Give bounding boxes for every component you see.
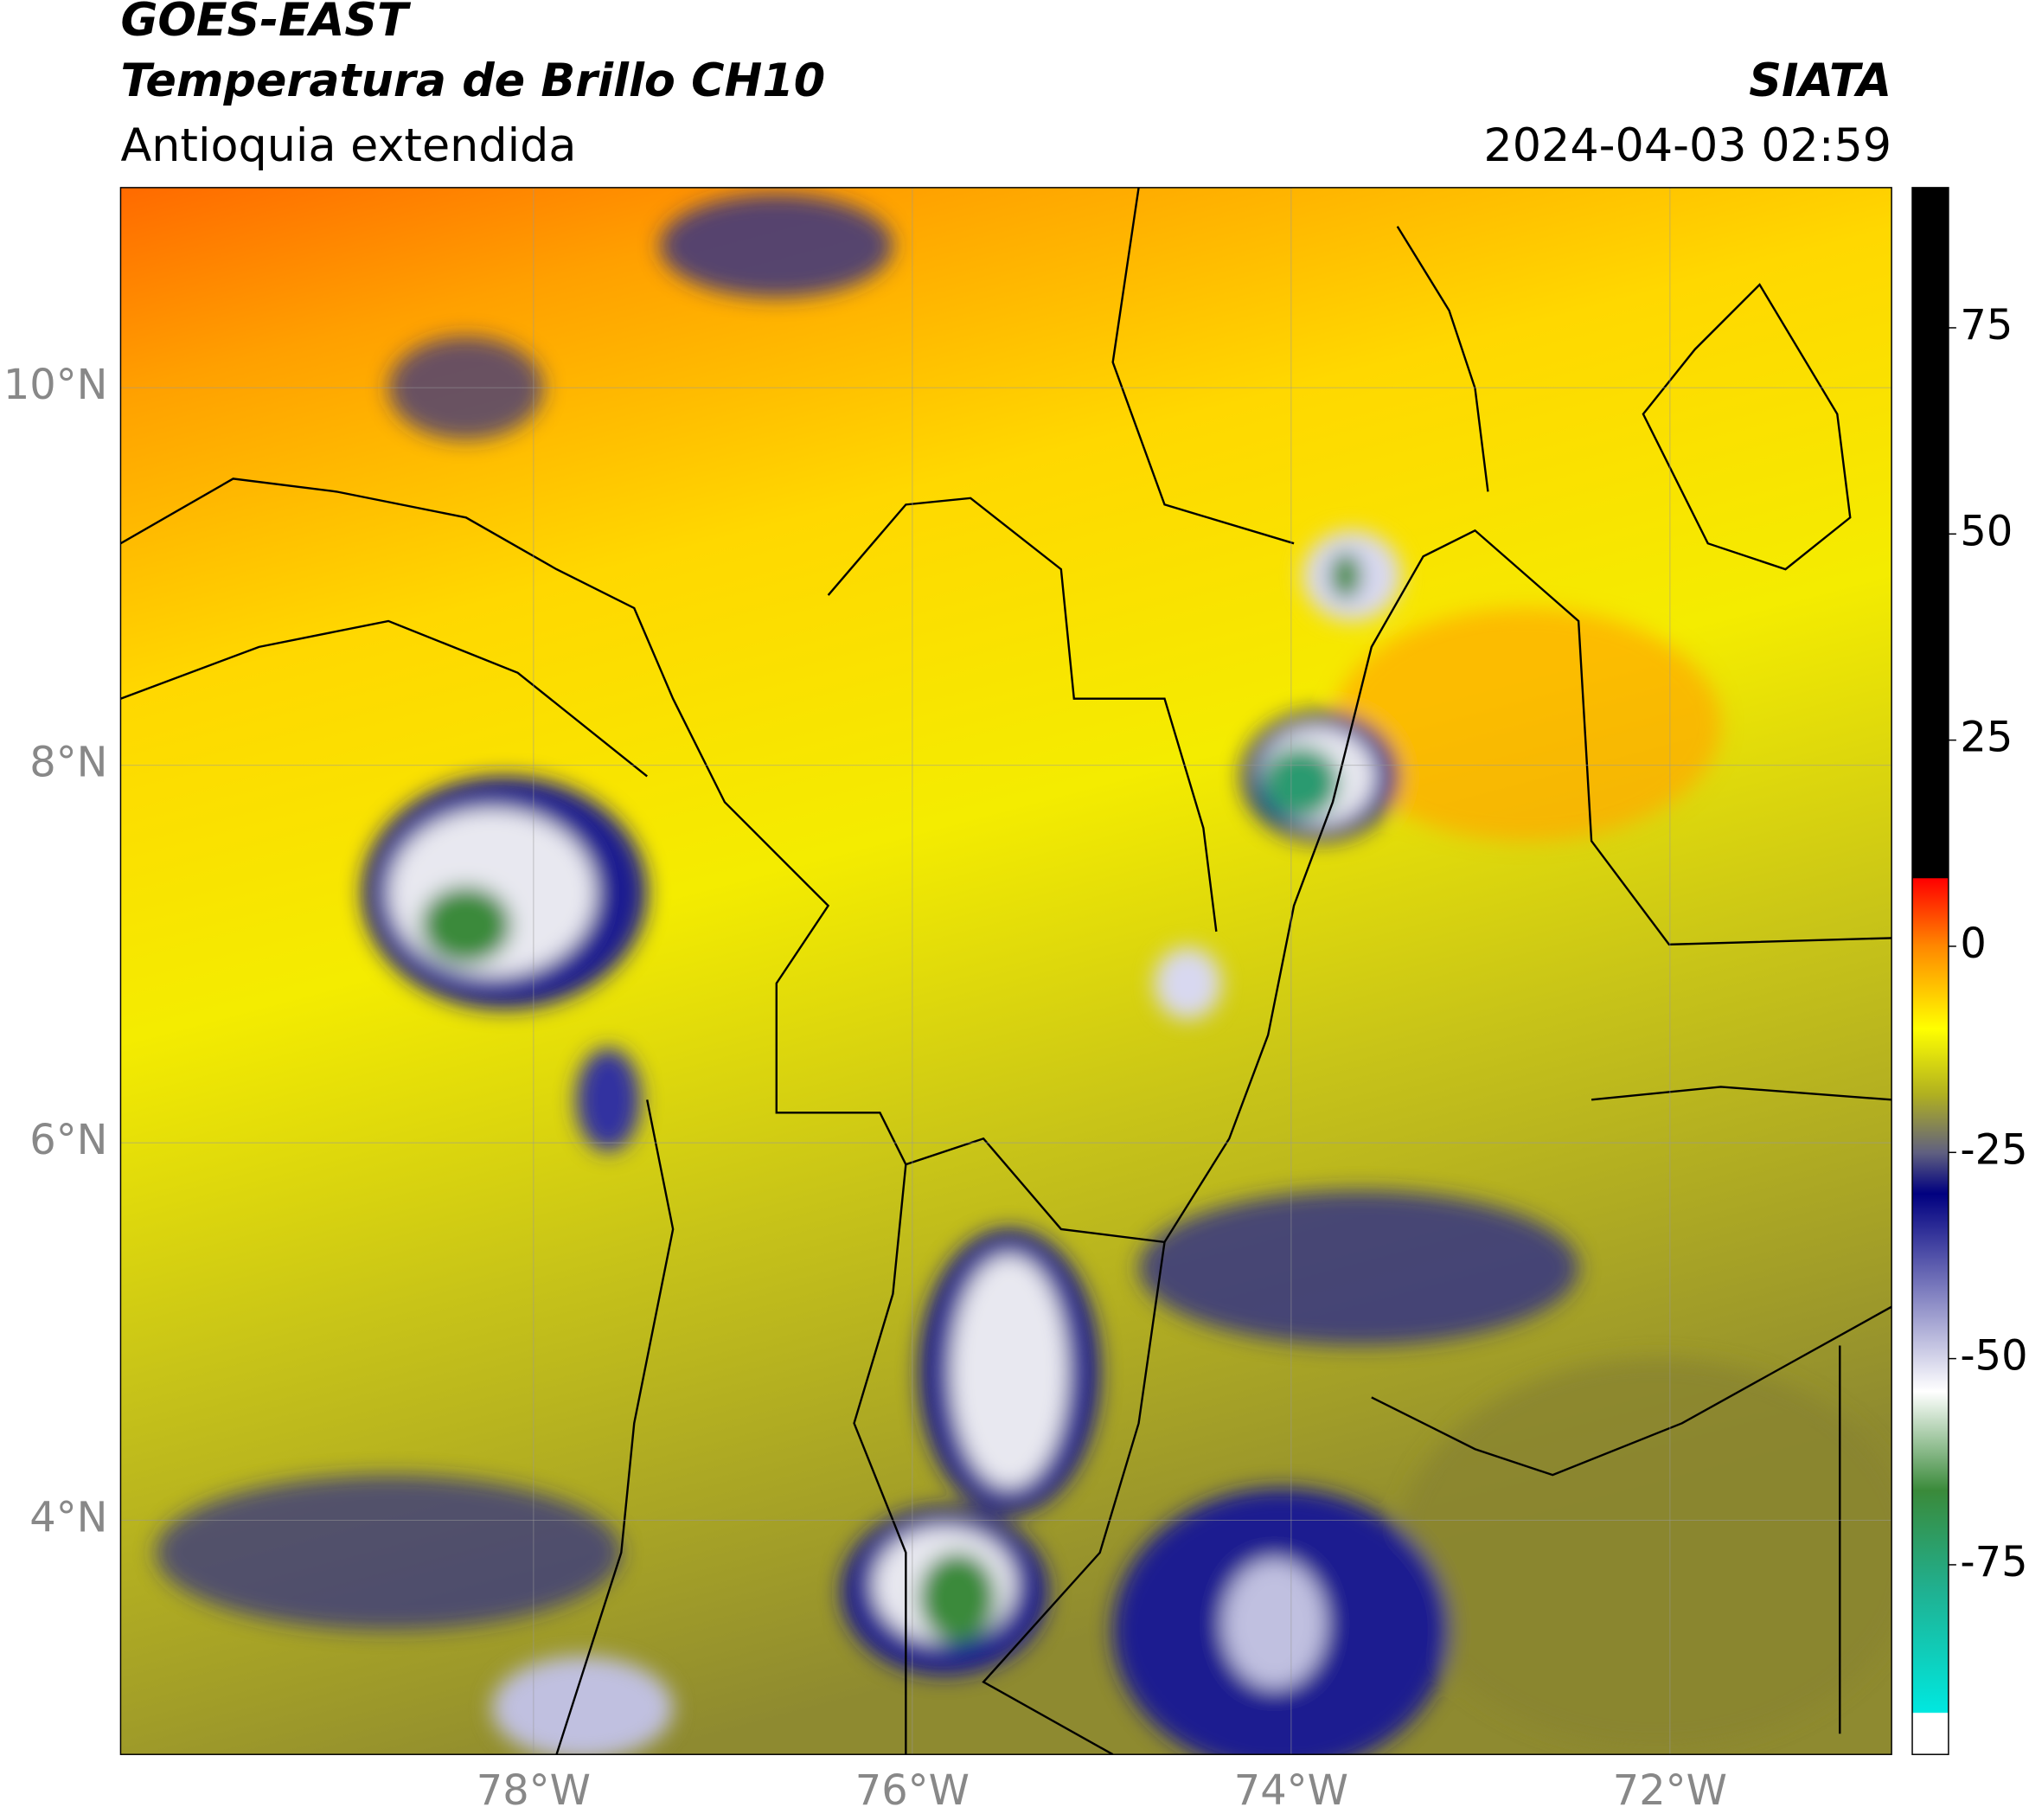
colorbar-tick-label: 25 [1960,715,2013,762]
x-tick-label: 76°W [855,1767,970,1815]
datetime: 2024-04-03 02:59 [1483,119,1891,172]
x-tick-label: 74°W [1234,1767,1348,1815]
colorbar-tick-label: 75 [1960,302,2013,349]
subtitle: Temperatura de Brillo CH10 [120,54,825,107]
grid [120,187,1892,1755]
x-tick-label: 72°W [1613,1767,1727,1815]
region: Antioquia extendida [120,119,576,172]
map-frame [119,187,1892,1755]
x-tick-label: 78°W [477,1767,591,1815]
source: SIATA [1749,54,1891,107]
y-tick-label: 10°N [3,362,108,409]
title: GOES-EAST [120,0,412,47]
colorbar-tick-label: -75 [1960,1539,2027,1586]
y-tick-label: 8°N [29,740,107,787]
colorbar-tick-label: 0 [1960,920,1986,968]
colorbar [1911,187,1949,1755]
colorbar-tick-label: 50 [1960,508,2013,555]
colorbar-tick-label: -25 [1960,1126,2027,1174]
y-tick-label: 4°N [29,1495,107,1542]
colorbar-tick-label: -50 [1960,1333,2027,1381]
map-image [120,187,1892,1755]
y-tick-label: 6°N [29,1117,107,1164]
